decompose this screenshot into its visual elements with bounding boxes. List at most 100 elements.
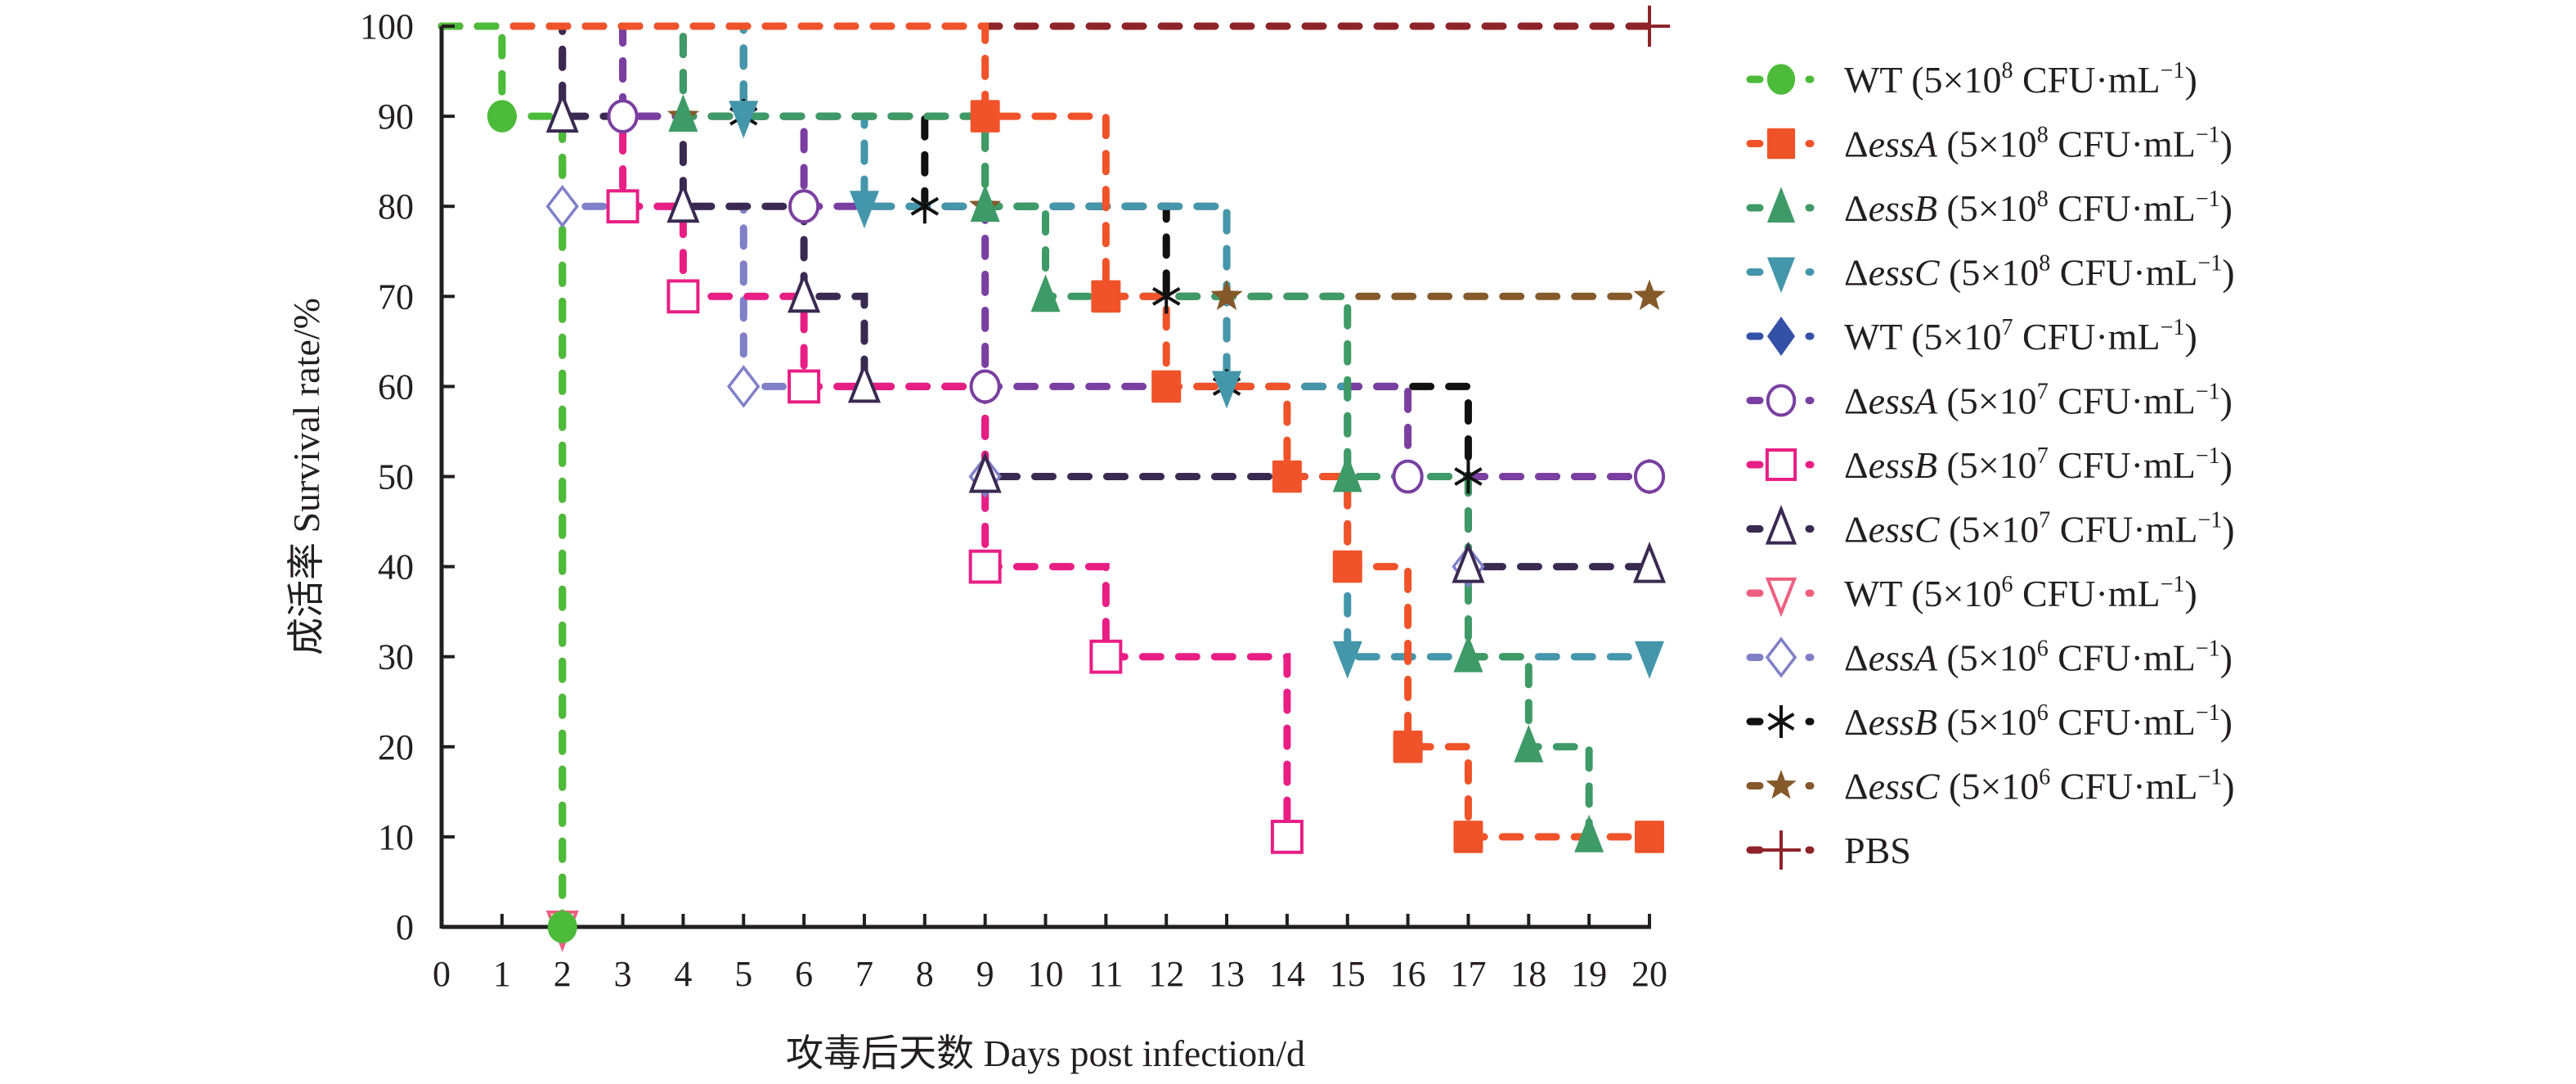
legend-marker-triangle-filled: [1766, 187, 1796, 223]
x-tick-label: 0: [433, 954, 451, 994]
x-tick-label: 20: [1631, 954, 1667, 994]
data-point: [1151, 370, 1182, 403]
data-point: [969, 369, 1001, 404]
x-tick-label: 2: [554, 954, 572, 994]
x-tick-label: 8: [916, 954, 934, 994]
legend-marker-circle-open: [1766, 384, 1797, 417]
y-tick-label: 90: [378, 97, 414, 137]
data-point: [847, 361, 881, 403]
x-tick-label: 7: [855, 954, 873, 994]
legend-item: ΔessA (5×106 CFU·mL−1): [1746, 636, 2233, 679]
data-point: [1332, 641, 1362, 679]
series-line-0: [438, 22, 567, 931]
legend-marker-triangle-open: [1765, 505, 1797, 545]
data-point: [1453, 634, 1483, 672]
x-tick-label: 13: [1209, 954, 1245, 994]
data-point: [1270, 820, 1304, 854]
data-point: [1633, 459, 1666, 494]
data-point: [788, 271, 821, 313]
y-tick-label: 0: [396, 907, 414, 947]
data-point: [849, 191, 879, 229]
data-point: [729, 101, 759, 139]
legend-label: ΔessA (5×108 CFU·mL−1): [1844, 123, 2233, 165]
data-point: [1089, 639, 1123, 674]
legend-item: PBS: [1746, 830, 1911, 871]
data-point: [606, 189, 640, 224]
y-tick-label: 60: [378, 367, 414, 407]
legend-marker-square-filled: [1766, 128, 1796, 160]
legend-label: ΔessC (5×108 CFU·mL−1): [1844, 251, 2235, 294]
data-point: [1633, 279, 1666, 311]
series-line-7: [438, 22, 1654, 571]
legend-label: PBS: [1844, 830, 1911, 871]
legend-item: ΔessC (5×107 CFU·mL−1): [1746, 505, 2235, 551]
data-point: [1454, 459, 1483, 494]
x-tick-label: 10: [1028, 954, 1064, 994]
data-point: [1393, 731, 1423, 763]
data-point: [545, 91, 579, 133]
data-point: [788, 369, 821, 404]
data-point: [1632, 541, 1667, 583]
y-tick-label: 80: [378, 187, 414, 227]
data-point: [968, 549, 1002, 584]
x-tick-label: 14: [1269, 954, 1305, 994]
legend-marker-star: [1766, 769, 1797, 799]
y-tick-label: 50: [378, 457, 414, 497]
data-point: [607, 99, 639, 134]
data-point: [1628, 5, 1671, 47]
data-point: [968, 451, 1002, 493]
legend-marker-diamond-open: [1765, 636, 1797, 678]
data-point: [1091, 280, 1121, 313]
legend-marker-triangle-down-filled: [1766, 257, 1796, 294]
legend-item: ΔessB (5×108 CFU·mL−1): [1746, 187, 2233, 229]
y-axis-title: 成活率 Survival rate/%: [285, 298, 327, 655]
series-line-2: [438, 22, 1593, 841]
x-tick-label: 17: [1450, 954, 1486, 994]
legend-item: WT (5×106 CFU·mL−1): [1746, 572, 2197, 618]
y-tick-label: 70: [378, 277, 414, 317]
legend-item: ΔessB (5×107 CFU·mL−1): [1746, 443, 2233, 486]
data-point: [547, 911, 577, 943]
x-tick-label: 16: [1390, 954, 1426, 994]
legend-label: ΔessC (5×106 CFU·mL−1): [1844, 765, 2235, 807]
legend-label: WT (5×106 CFU·mL−1): [1844, 572, 2197, 614]
data-point: [727, 365, 761, 408]
x-tick-label: 19: [1571, 954, 1607, 994]
x-tick-label: 15: [1330, 954, 1366, 994]
x-tick-label: 5: [734, 954, 752, 994]
x-tick-label: 9: [976, 954, 994, 994]
data-point: [1030, 274, 1061, 313]
legend-marker-triangle-down-open: [1765, 577, 1797, 618]
data-point: [1392, 459, 1424, 494]
data-point: [487, 100, 517, 133]
legend-label: ΔessB (5×108 CFU·mL−1): [1844, 187, 2233, 229]
data-point: [1514, 724, 1544, 762]
y-tick-label: 40: [378, 547, 414, 587]
legend-item: ΔessB (5×106 CFU·mL−1): [1746, 700, 2233, 743]
series-line-8: [438, 22, 567, 931]
legend-item: ΔessA (5×108 CFU·mL−1): [1746, 123, 2233, 165]
legend-label: ΔessB (5×107 CFU·mL−1): [1844, 443, 2233, 486]
data-point: [910, 189, 940, 224]
legend-marker-asterisk: [1767, 704, 1795, 739]
legend-item: WT (5×107 CFU·mL−1): [1746, 315, 2197, 358]
data-point: [1210, 279, 1243, 311]
data-point: [666, 181, 700, 223]
legend-item: ΔessA (5×107 CFU·mL−1): [1746, 380, 2233, 422]
legend-marker-circle-filled: [1766, 64, 1796, 95]
data-point: [1635, 821, 1664, 853]
data-point: [666, 279, 700, 314]
ticks: 0 1 2 3 4 5 6 7 8 9 10 11 12 13 14 15 16 17 18 19 2001020304…: [360, 7, 1667, 994]
x-tick-label: 4: [674, 954, 692, 994]
x-tick-label: 3: [614, 954, 632, 994]
markers: [487, 5, 1671, 952]
x-tick-label: 11: [1088, 954, 1123, 994]
data-point: [788, 189, 820, 224]
data-point: [668, 94, 698, 132]
legend-label: WT (5×108 CFU·mL−1): [1844, 58, 2197, 101]
series-line-1: [438, 22, 1654, 841]
legend-marker-square-open: [1765, 448, 1797, 481]
data-point: [1635, 641, 1664, 679]
y-tick-label: 20: [378, 727, 414, 767]
x-tick-label: 18: [1510, 954, 1546, 994]
